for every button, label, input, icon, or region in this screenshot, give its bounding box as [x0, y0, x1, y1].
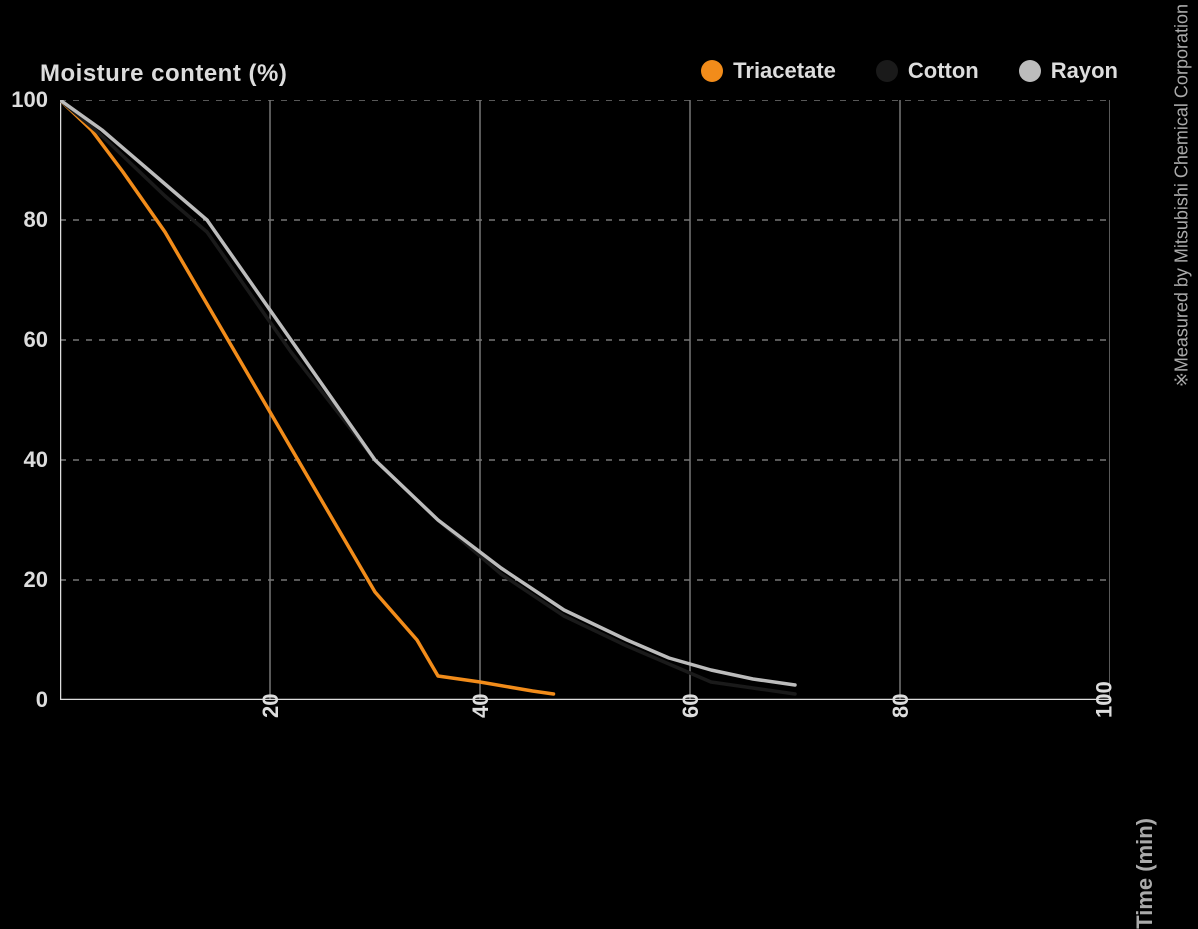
plot-area: 02040608010020406080100 [60, 100, 1110, 700]
attribution-text: ※Measured by Mitsubishi Chemical Corpora… [1165, 0, 1198, 391]
ytick-label: 40 [24, 447, 48, 473]
legend: Triacetate Cotton Rayon [701, 58, 1118, 84]
ytick-label: 80 [24, 207, 48, 233]
xtick-label: 80 [888, 694, 914, 718]
legend-dot-icon [876, 60, 898, 82]
ytick-label: 60 [24, 327, 48, 353]
yaxis-title: Moisture content (%) [40, 60, 287, 88]
plot-svg [60, 100, 1110, 700]
xtick-label: 40 [468, 694, 494, 718]
legend-item-triacetate: Triacetate [701, 58, 836, 84]
legend-dot-icon [1019, 60, 1041, 82]
ytick-label: 0 [36, 687, 48, 713]
legend-dot-icon [701, 60, 723, 82]
xtick-label: 60 [678, 694, 704, 718]
xtick-label: 100 [1092, 681, 1118, 718]
xaxis-title: Time (min) [1132, 818, 1158, 929]
legend-item-cotton: Cotton [876, 58, 979, 84]
legend-label: Triacetate [733, 58, 836, 84]
ytick-label: 100 [11, 87, 48, 113]
legend-label: Rayon [1051, 58, 1118, 84]
chart-container: Moisture content (%) Triacetate Cotton Ray… [0, 0, 1198, 888]
ytick-label: 20 [24, 567, 48, 593]
series-line-rayon [60, 100, 795, 685]
legend-item-rayon: Rayon [1019, 58, 1118, 84]
xtick-label: 20 [258, 694, 284, 718]
legend-label: Cotton [908, 58, 979, 84]
